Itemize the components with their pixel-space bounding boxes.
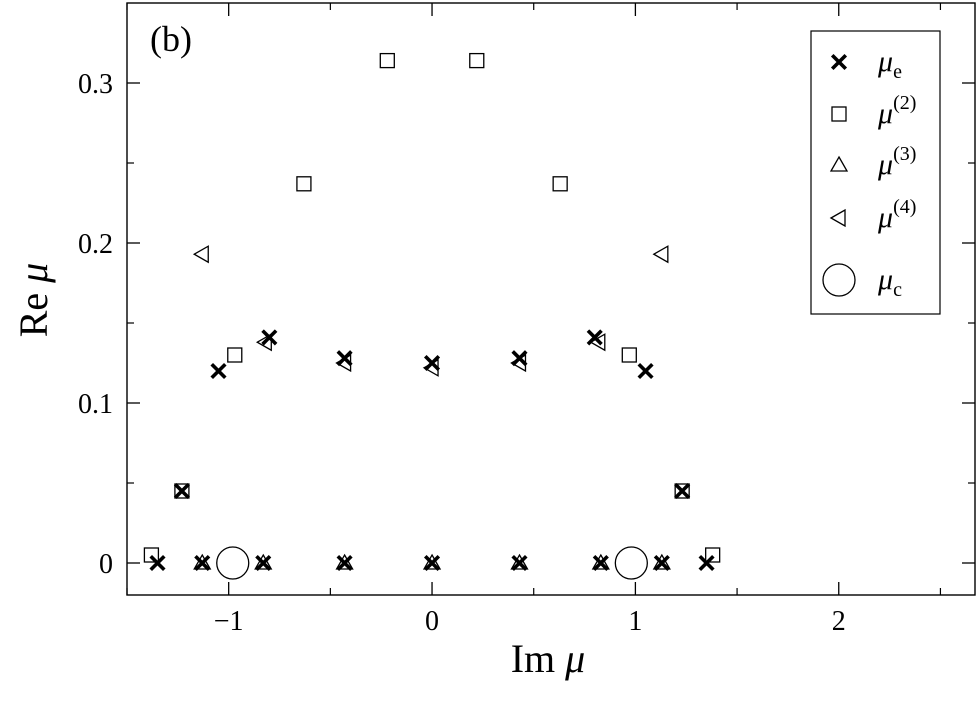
legend-box [810, 30, 941, 315]
data-point-cross [149, 554, 166, 572]
plot-frame [126, 2, 976, 596]
data-point-cross [653, 554, 670, 572]
data-point-cross [592, 554, 609, 572]
y-tick-label: 0 [99, 549, 113, 580]
x-tick-label: 1 [628, 606, 642, 637]
y-tick-label: 0.1 [78, 389, 113, 420]
data-point-circle [614, 546, 648, 580]
data-point-cross [511, 350, 528, 367]
axis-ticks [126, 3, 975, 595]
data-point-cross [261, 329, 278, 346]
x-tick-label: 2 [832, 606, 846, 637]
data-point-square [621, 347, 637, 363]
legend-label: μ(2) [877, 92, 916, 130]
data-point-cross [423, 354, 441, 372]
data-point-triangle [254, 553, 273, 570]
data-point-square [143, 547, 160, 563]
data-point-cross [336, 554, 353, 572]
data-point-cross [423, 554, 441, 572]
legend-label: μ(3) [877, 143, 916, 181]
axis-tick-labels: −1 0 1 2 0 0.1 0.2 0.3 [78, 69, 846, 637]
data-point-square [705, 547, 721, 563]
data-point-cross [586, 329, 603, 346]
legend: μe μ(2) μ(3) μ(4) μc [810, 30, 941, 315]
legend-marker-left-triangle [829, 208, 846, 228]
legend-label: μc [877, 263, 902, 301]
data-point-triangle [591, 553, 610, 570]
data-point-cross [674, 482, 691, 500]
data-point-triangle [335, 553, 354, 570]
panel-label: (b) [150, 19, 192, 59]
data-point-circle [216, 546, 250, 580]
data-point-square [379, 52, 395, 69]
legend-label: μe [877, 45, 902, 83]
legend-marker-square [831, 106, 847, 122]
data-point-cross [637, 362, 654, 380]
data-point-square [552, 176, 568, 192]
data-point-left-triangle [652, 245, 669, 264]
data-point-square [469, 52, 485, 69]
x-axis-label: Im μ [511, 636, 586, 681]
data-point-triangle [422, 553, 442, 570]
data-point-left-triangle [255, 333, 272, 352]
data-point-cross [336, 350, 353, 367]
data-marks [143, 52, 721, 580]
y-tick-label: 0.2 [78, 229, 113, 260]
data-point-cross [255, 554, 272, 572]
data-point-left-triangle [192, 245, 209, 264]
data-point-triangle [652, 553, 671, 570]
y-axis-label: Re μ [11, 263, 56, 338]
legend-marker-cross [830, 53, 848, 71]
legend-marker-circle [822, 263, 856, 297]
x-tick-label: −1 [214, 606, 244, 637]
data-point-triangle [510, 553, 529, 570]
y-tick-label: 0.3 [78, 69, 113, 100]
data-point-square [227, 347, 243, 363]
data-point-cross [511, 554, 528, 572]
legend-label: μ(4) [877, 196, 916, 234]
legend-marker-triangle [829, 155, 849, 172]
data-point-triangle [193, 553, 212, 570]
data-point-square [296, 176, 312, 192]
data-point-square [674, 483, 690, 499]
data-point-cross [698, 554, 715, 572]
data-point-cross [194, 554, 211, 572]
data-point-cross [210, 362, 227, 380]
data-point-square [174, 483, 190, 499]
x-tick-label: 0 [425, 606, 439, 637]
data-point-cross [173, 482, 190, 500]
